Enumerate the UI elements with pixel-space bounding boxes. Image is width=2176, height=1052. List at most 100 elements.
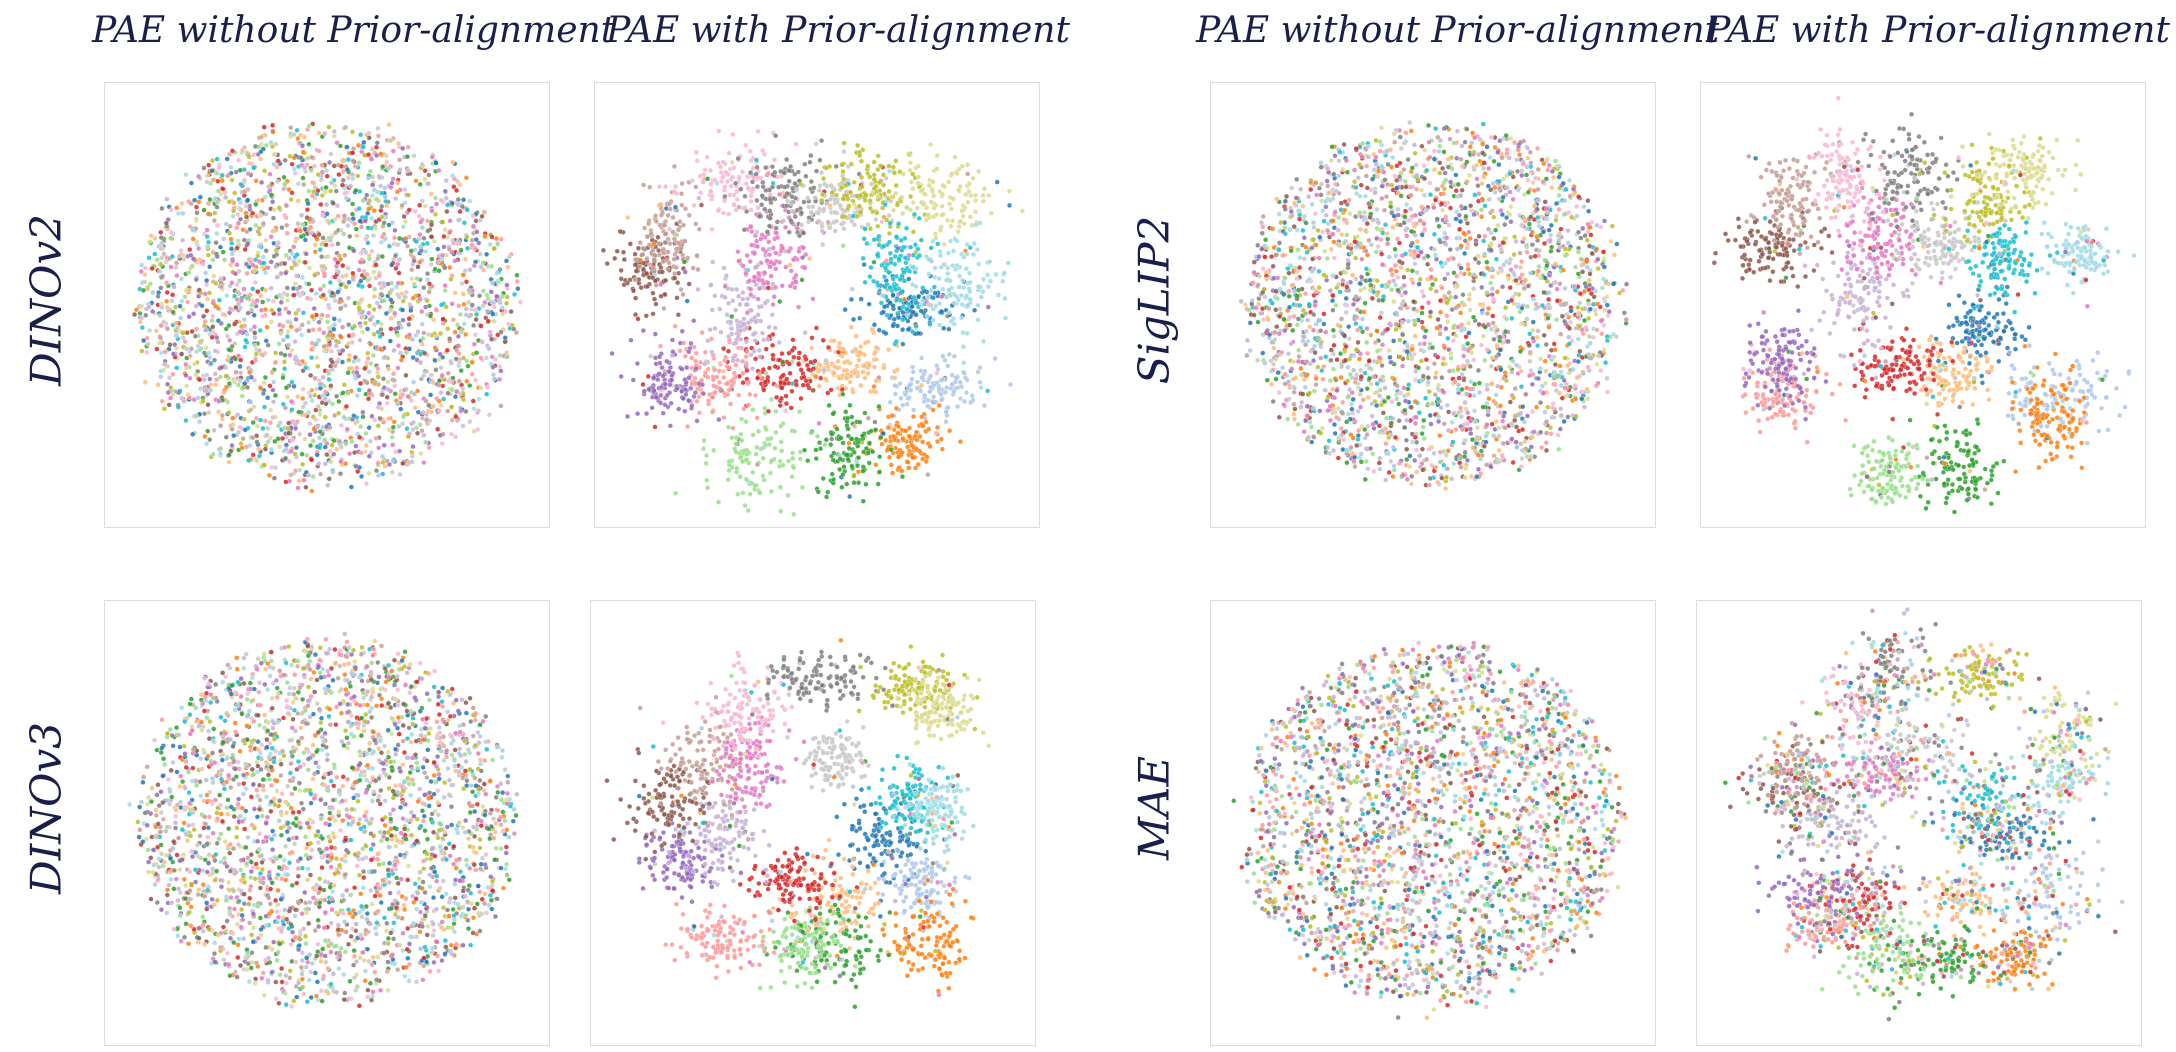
scatter-point bbox=[424, 417, 430, 423]
scatter-point bbox=[745, 320, 751, 326]
scatter-point bbox=[159, 240, 165, 246]
scatter-point bbox=[975, 369, 981, 375]
scatter-point bbox=[460, 386, 466, 392]
scatter-point bbox=[982, 186, 988, 192]
scatter-point bbox=[219, 172, 225, 178]
scatter-point bbox=[778, 423, 784, 429]
scatter-point bbox=[840, 196, 846, 202]
scatter-point bbox=[170, 309, 176, 315]
scatter-point bbox=[435, 246, 441, 252]
scatter-point bbox=[412, 208, 418, 214]
scatter-point bbox=[840, 472, 846, 478]
scatter-point bbox=[338, 227, 344, 233]
scatter-point bbox=[400, 145, 406, 151]
scatter-point bbox=[959, 208, 965, 214]
scatter-point bbox=[902, 392, 909, 398]
scatter-point bbox=[514, 272, 520, 278]
scatter-point bbox=[163, 280, 170, 286]
scatter-point bbox=[223, 434, 229, 440]
scatter-point bbox=[858, 382, 864, 389]
scatter-point bbox=[421, 432, 427, 438]
scatter-point bbox=[723, 354, 729, 360]
scatter-point bbox=[204, 296, 211, 302]
scatter-point bbox=[304, 207, 310, 213]
scatter-point bbox=[371, 293, 377, 300]
scatter-point bbox=[429, 154, 435, 160]
scatter-point bbox=[237, 216, 244, 222]
scatter-point bbox=[469, 242, 475, 248]
scatter-point bbox=[471, 263, 477, 269]
scatter-point bbox=[667, 206, 673, 212]
scatter-point bbox=[221, 236, 227, 242]
scatter-point bbox=[390, 458, 396, 464]
scatter-point bbox=[340, 347, 346, 354]
scatter-point bbox=[144, 349, 150, 355]
scatter-point bbox=[371, 269, 377, 275]
scatter-point bbox=[426, 172, 432, 178]
scatter-point bbox=[756, 285, 762, 292]
scatter-point bbox=[882, 202, 888, 208]
scatter-point bbox=[909, 376, 915, 382]
scatter-point bbox=[893, 182, 899, 189]
scatter-point bbox=[828, 387, 834, 393]
scatter-point bbox=[304, 295, 311, 301]
scatter-point bbox=[939, 377, 946, 383]
scatter-point bbox=[846, 203, 852, 209]
scatter-point bbox=[378, 346, 384, 352]
scatter-point bbox=[812, 358, 818, 364]
scatter-point bbox=[350, 150, 356, 156]
scatter-point bbox=[463, 331, 469, 338]
scatter-point bbox=[273, 141, 279, 147]
scatter-point bbox=[743, 302, 749, 308]
scatter-point bbox=[735, 155, 741, 161]
scatter-point bbox=[738, 454, 744, 460]
scatter-point bbox=[300, 310, 306, 316]
scatter-point bbox=[475, 427, 481, 433]
scatter-point bbox=[736, 175, 742, 181]
scatter-point bbox=[210, 313, 216, 319]
scatter-point bbox=[649, 405, 655, 411]
scatter-point bbox=[218, 275, 224, 281]
scatter-point bbox=[390, 176, 396, 182]
scatter-point bbox=[710, 377, 716, 383]
scatter-point bbox=[373, 226, 379, 232]
scatter-point bbox=[467, 198, 473, 204]
scatter-point bbox=[325, 482, 331, 488]
scatter-point bbox=[725, 348, 731, 354]
scatter-point bbox=[345, 390, 351, 396]
scatter-point bbox=[193, 276, 199, 283]
scatter-point bbox=[414, 276, 420, 282]
scatter-point bbox=[207, 196, 213, 203]
scatter-point bbox=[783, 264, 789, 270]
scatter-point bbox=[674, 295, 680, 301]
scatter-point bbox=[480, 288, 486, 294]
scatter-point bbox=[931, 205, 937, 211]
scatter-point bbox=[486, 346, 492, 352]
scatter-point bbox=[159, 255, 165, 261]
scatter-point bbox=[382, 194, 388, 200]
scatter-point bbox=[373, 262, 379, 268]
scatter-point bbox=[419, 428, 425, 434]
column-title-left-with: PAE with Prior-alignment bbox=[598, 10, 1078, 51]
scatter-point bbox=[915, 180, 921, 186]
scatter-point bbox=[293, 425, 299, 431]
scatter-point bbox=[364, 326, 371, 332]
scatter-point bbox=[389, 180, 395, 186]
scatter-point bbox=[839, 484, 845, 490]
scatter-point bbox=[281, 174, 287, 180]
scatter-point bbox=[871, 172, 877, 178]
scatter-point bbox=[252, 279, 258, 285]
scatter-point bbox=[467, 267, 473, 273]
scatter-point bbox=[663, 277, 669, 284]
scatter-point bbox=[750, 186, 756, 192]
scatter-point bbox=[901, 278, 907, 284]
scatter-point bbox=[712, 177, 718, 183]
scatter-point bbox=[174, 273, 180, 279]
scatter-point bbox=[244, 214, 250, 220]
scatter-point bbox=[234, 296, 240, 302]
scatter-point bbox=[318, 201, 324, 207]
scatter-point bbox=[502, 335, 508, 341]
scatter-point bbox=[777, 403, 783, 409]
scatter-point bbox=[621, 256, 627, 263]
scatter-point bbox=[264, 142, 270, 148]
